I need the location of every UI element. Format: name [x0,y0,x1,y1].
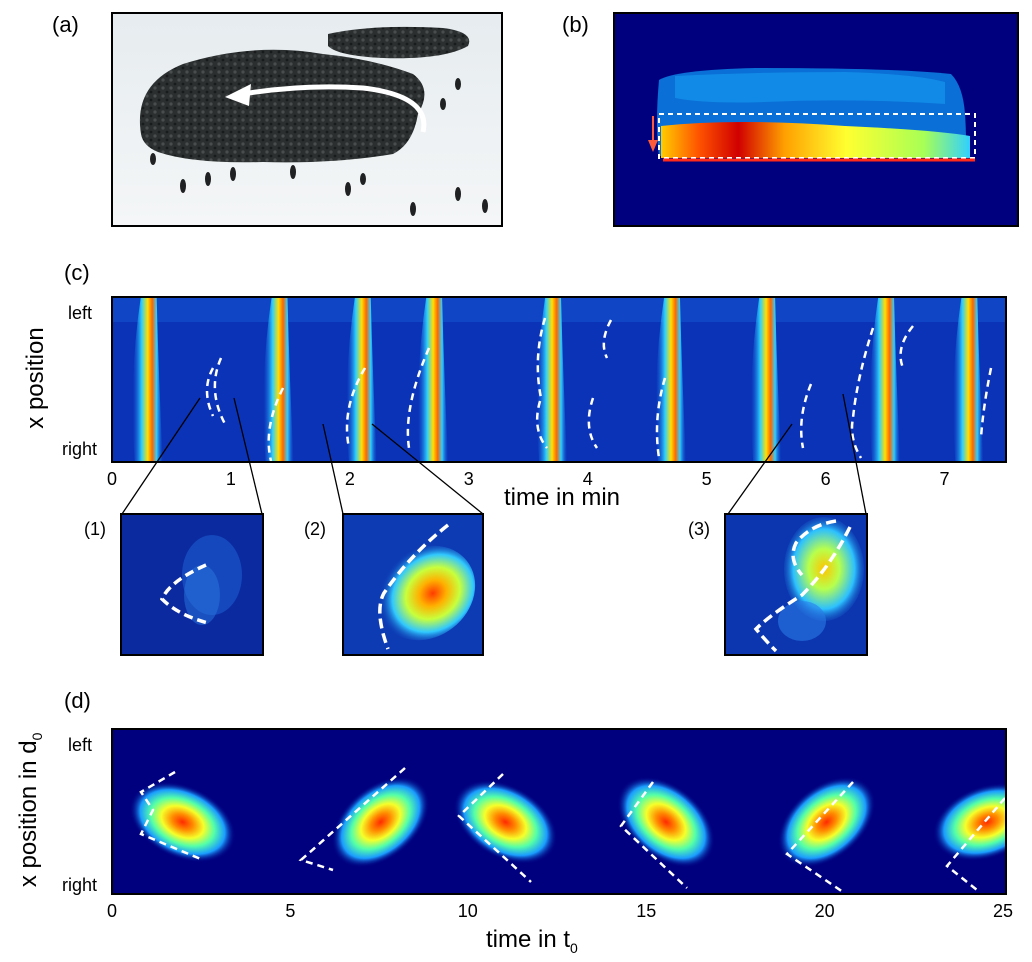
inset-3 [724,513,868,656]
wave-front-c [205,367,215,417]
wave-front-c [345,367,367,449]
wave-blob-d [331,776,430,868]
panel-d-xlabel: time in t0 [486,928,578,960]
panel-d-xtick-0: 0 [107,901,118,921]
wave-front-d [298,767,406,872]
panel-d-xlabel-main: time in t [486,926,571,953]
wave-front-d [945,797,1005,891]
inset-2 [342,513,484,656]
wave-streak-c [751,298,782,461]
wave-front-c [850,327,875,459]
panel-c-xtick-0: 0 [107,469,118,489]
wave-blob-d [453,780,558,864]
inset-2-label: (2) [304,519,326,539]
panel-d-xlabel-sub: 0 [570,939,578,956]
inset-3-label: (3) [688,519,710,539]
panel-c-xtick-5: 5 [701,469,712,489]
wave-streak-c [953,298,984,461]
wave-front-c [899,325,914,369]
panel-c-xtick-2: 2 [344,469,355,489]
panel-d-xtick-15: 15 [636,901,657,921]
panel-d-ytick-right: right [62,875,98,895]
wave-front-c [267,387,285,461]
wave-front-c [213,357,227,425]
panel-c-ytick-left: left [68,303,93,323]
panel-c-label: (c) [64,260,90,285]
wave-streak-c [655,298,686,461]
panel-c-heatmap [111,296,1007,463]
wave-streak-c [418,298,449,461]
panel-c-xtick-3: 3 [463,469,474,489]
wave-front-c [406,347,431,449]
panel-d-ylabel-main: x position in d [15,740,43,888]
wave-front-d [457,773,532,883]
panel-d-xtick-20: 20 [814,901,835,921]
wave-streak-c [537,298,568,461]
panel-b-label: (b) [562,12,589,37]
panel-d-ylabel-sub: 0 [28,732,45,741]
huddle-photo [111,12,503,227]
panel-c-ytick-right: right [62,439,98,459]
wave-front-d [619,781,688,889]
wave-blob-d [617,776,715,868]
wave-blob-d [777,776,876,868]
wave-front-c [602,319,613,359]
wave-streak-c [870,298,901,461]
wave-front-c [979,367,993,439]
panel-d-ytick-left: left [68,735,93,755]
inset-1 [120,513,264,656]
panel-d-label: (d) [64,688,91,713]
panel-d-heatmap [111,728,1007,895]
panel-c-xtick-1: 1 [225,469,236,489]
wave-streak-c [346,298,377,461]
wave-blob-d [129,781,236,863]
wave-blob-d [933,783,1005,861]
wave-front-c [799,383,813,449]
panel-d-xtick-25: 25 [993,901,1014,921]
panel-c-xlabel: time in min [504,484,621,511]
panel-c-xtick-6: 6 [820,469,831,489]
wave-front-c [655,377,667,459]
wave-streak-c [132,298,163,461]
panel-d-xtick-5: 5 [285,901,296,921]
wave-front-c [587,397,599,449]
panel-a-label: (a) [52,12,79,37]
panel-d-ylabel: x position in d0 [15,725,49,895]
wave-front-d [785,781,854,893]
panel-c-xtick-4: 4 [582,469,593,489]
wave-front-d [139,770,204,862]
inset-1-label: (1) [84,519,106,539]
panel-c-xtick-7: 7 [939,469,950,489]
density-map [613,12,1019,227]
panel-d-xtick-10: 10 [457,901,478,921]
wave-streak-c [263,298,294,461]
